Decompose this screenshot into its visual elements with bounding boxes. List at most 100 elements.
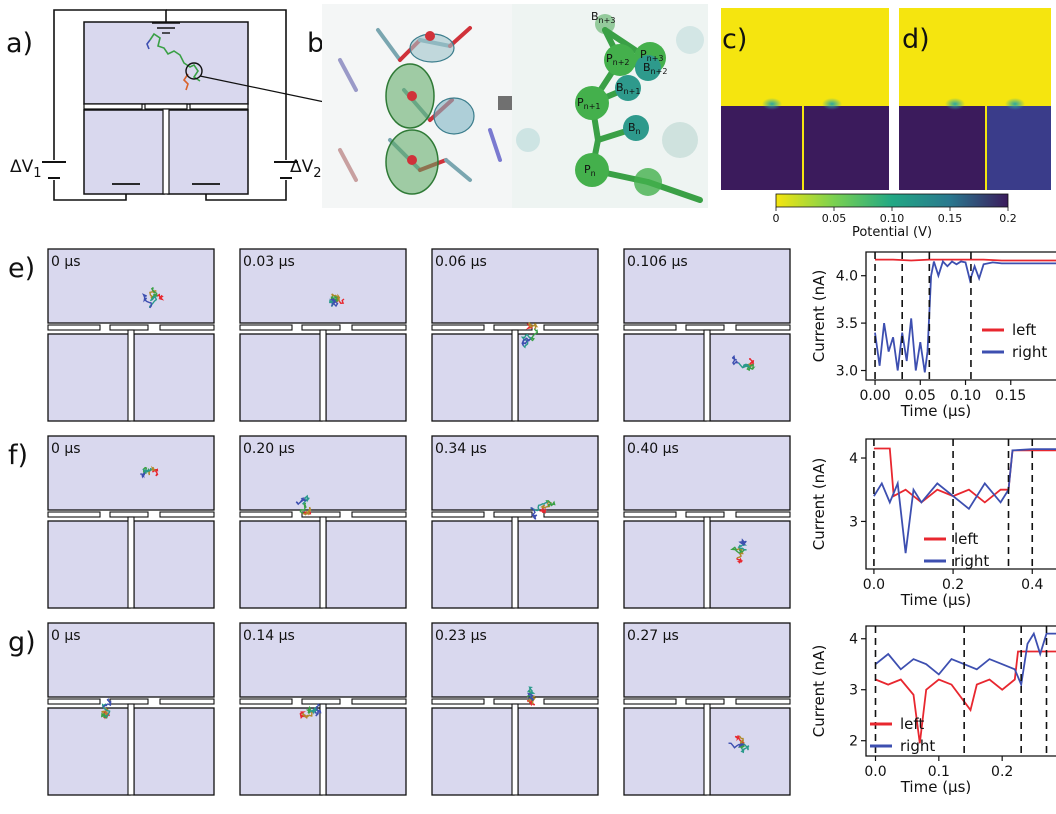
x-axis-label: Time (µs) (900, 402, 972, 420)
legend-label-right: right (954, 552, 989, 570)
membrane (47, 324, 215, 422)
zoom-line (199, 75, 335, 105)
snapshot-time-label: 0 µs (51, 254, 81, 270)
snapshot-g-1: 0.14 µs (239, 622, 407, 796)
x-tick-label: 0.15 (995, 388, 1026, 404)
panel-c: c) (721, 8, 889, 190)
svg-text:0.15: 0.15 (938, 212, 963, 225)
dna-trace (149, 295, 158, 308)
map-d-top (899, 8, 1051, 106)
x-tick-label: 0.00 (859, 388, 890, 404)
dna-trace (329, 299, 337, 307)
svg-text:Pn+3: Pn+3 (640, 48, 664, 63)
dna-trace (539, 506, 548, 514)
series-left (875, 650, 1056, 744)
dna-trace (530, 507, 538, 520)
y-axis-label: Current (nA) (810, 458, 828, 551)
axis-frame (865, 251, 1056, 381)
dna-trace (540, 501, 552, 509)
coarse-grained-view: Bn+3 Pn+3 Pn+2 Bn+2 Bn+1 Pn+1 Bn Pn (512, 4, 708, 208)
axis-frame (865, 438, 1056, 570)
label-dv2: ΔV2 (290, 157, 322, 181)
colorbar: 0 0.05 0.10 0.15 0.2 Potential (V) (773, 193, 1017, 240)
y-tick-label: 2 (849, 734, 858, 750)
x-tick-label: 0.10 (950, 388, 981, 404)
snapshot-time-label: 0.34 µs (435, 441, 487, 457)
panel-label-e: e) (8, 253, 35, 284)
dna-trace (141, 467, 152, 475)
label-dv1: ΔV1 (10, 157, 42, 181)
snapshot-grid: 0 µs 0.03 µs 0.06 µs 0.106 µs 0 µs 0.20 µs 0.3… (47, 248, 791, 796)
panel-label-f: f) (8, 440, 28, 471)
snapshot-g-0: 0 µs (47, 622, 215, 796)
chart-f: 0.0 0.2 0.4 3 4 Time (µs) Current (nA) left righ… (810, 438, 1056, 609)
zoom-circle (185, 62, 203, 80)
dna-trace (740, 743, 750, 754)
snapshot-f-0: 0 µs (47, 435, 215, 609)
series-right (874, 631, 1056, 688)
series-left (873, 447, 1056, 504)
dna-trace (738, 743, 745, 749)
snapshot-time-label: 0.23 µs (435, 628, 487, 644)
battery-left (42, 161, 66, 179)
ground-icon (152, 22, 180, 34)
membrane (623, 511, 791, 609)
dna-trace (141, 293, 153, 309)
panel-label-c: c) (722, 24, 747, 55)
colorbar-label: Potential (V) (852, 225, 932, 240)
panel-label-g: g) (8, 627, 36, 658)
x-tick-label: 0.1 (928, 764, 950, 780)
dna-trace (299, 502, 307, 514)
dna-trace (736, 547, 744, 559)
dna-trace (140, 472, 146, 479)
panel-label-a: a) (6, 28, 33, 59)
bottom-right-chamber (167, 109, 249, 195)
y-axis-label: Current (nA) (810, 645, 828, 738)
snapshot-f-2: 0.34 µs (431, 435, 599, 609)
legend-label-right: right (1012, 343, 1047, 361)
svg-text:Bn: Bn (628, 121, 641, 136)
snapshot-f-1: 0.20 µs (239, 435, 407, 609)
snapshot-time-label: 0.14 µs (243, 628, 295, 644)
panel-b: b) (307, 4, 708, 208)
wire-left (53, 9, 167, 160)
map-c-bottom (721, 106, 889, 190)
membrane (47, 511, 215, 609)
snapshot-e-2: 0.06 µs (431, 248, 599, 422)
battery-right (274, 161, 298, 179)
snapshot-time-label: 0 µs (51, 628, 81, 644)
dna-trace (545, 500, 556, 507)
dna-trace (302, 506, 312, 516)
membrane (83, 103, 249, 195)
snapshot-time-label: 0.40 µs (627, 441, 679, 457)
dna-trace (731, 354, 739, 366)
legend-label-left: left (900, 715, 924, 733)
dna-trace (295, 497, 307, 506)
wire-right (166, 9, 287, 160)
series-right (874, 259, 1056, 373)
svg-text:0.05: 0.05 (822, 212, 847, 225)
x-tick-label: 0.2 (991, 764, 1013, 780)
y-tick-label: 3.0 (836, 364, 858, 380)
membrane (431, 511, 599, 609)
current-charts: 0.00 0.05 0.10 0.15 3.0 3.5 4.0 Time (µs) Curren… (810, 251, 1056, 796)
svg-text:Bn+1: Bn+1 (616, 81, 640, 96)
x-axis-label: Time (µs) (900, 778, 972, 796)
chart-g: 0.0 0.1 0.2 2 3 4 Time (µs) Current (nA) left rig… (810, 625, 1056, 796)
membrane (239, 324, 407, 422)
dna-trace (736, 557, 744, 564)
panel-a: a) ΔV1 ΔV2 (6, 9, 335, 201)
series-left (875, 258, 1056, 262)
y-tick-label: 3 (849, 683, 858, 699)
snapshot-time-label: 0.27 µs (627, 628, 679, 644)
dna-trace (738, 362, 751, 369)
membrane (623, 324, 791, 422)
dna-trace (738, 538, 747, 546)
membrane (623, 698, 791, 796)
x-tick-label: 0.0 (864, 764, 886, 780)
snapshot-e-1: 0.03 µs (239, 248, 407, 422)
svg-text:0.2: 0.2 (999, 212, 1017, 225)
dna-trace (528, 322, 539, 330)
y-tick-label: 4 (849, 632, 858, 648)
